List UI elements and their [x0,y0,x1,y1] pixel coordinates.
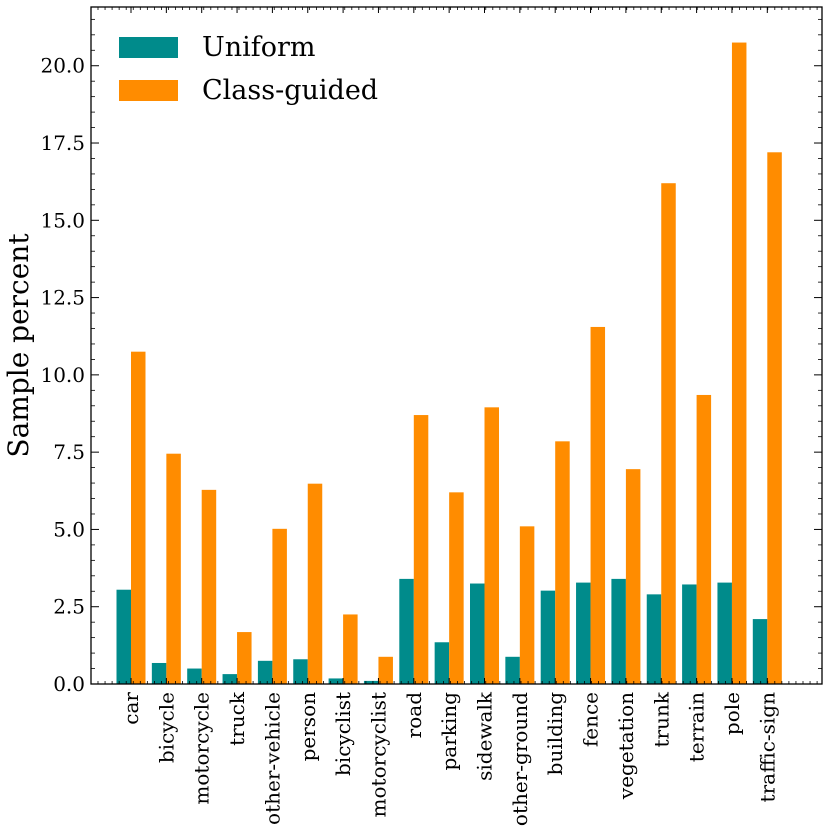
bar-uniform-traffic-sign [752,619,768,684]
bar-uniform-motorcyclist [363,680,379,684]
y-tick-label: 17.5 [40,131,85,155]
x-tick-label-building: building [543,692,567,776]
bar-class-guided-parking [449,492,464,684]
bar-class-guided-bicycle [166,453,181,684]
x-tick-label-motorcycle: motorcycle [190,692,214,805]
bar-class-guided-building [555,441,570,684]
bar-class-guided-road [413,415,429,684]
bar-uniform-sidewalk [470,583,485,684]
bar-uniform-person [293,659,308,684]
bar-class-guided-car [131,351,146,684]
legend-swatch-uniform [119,37,178,58]
x-tick-label-person: person [296,692,320,762]
legend-swatch-class-guided [119,80,178,101]
y-tick-label: 12.5 [40,286,85,310]
bar-uniform-trunk [646,594,662,684]
legend: Uniform Class-guided [119,32,378,106]
y-tick-label: 20.0 [40,54,85,78]
bar-uniform-vegetation [611,578,626,684]
bar-uniform-other-vehicle [257,660,273,684]
bar-class-guided-other-ground [519,526,535,684]
x-tick-label-vegetation: vegetation [614,692,638,800]
bar-uniform-other-ground [505,656,520,684]
x-tick-label-sidewalk: sidewalk [473,691,497,781]
bar-class-guided-other-vehicle [272,528,287,684]
bar-class-guided-motorcycle [201,489,217,684]
x-tick-label-car: car [119,692,143,725]
y-tick-label: 0.0 [53,672,85,696]
y-tick-label: 5.0 [53,517,85,541]
bar-uniform-motorcycle [187,668,202,684]
bar-class-guided-terrain [696,394,712,684]
bar-class-guided-pole [731,42,747,685]
x-tick-label-other-vehicle: other-vehicle [260,692,284,825]
x-tick-label-bicyclist: bicyclist [331,692,355,776]
bar-uniform-building [540,590,556,684]
x-tick-label-bicycle: bicycle [154,692,178,763]
legend-label-class-guided: Class-guided [202,75,378,106]
x-tick-label-motorcyclist: motorcyclist [366,692,390,817]
y-axis-label: Sample percent [2,233,35,458]
x-tick-label-other-ground: other-ground [508,692,532,826]
bar-uniform-pole [717,582,732,684]
plot-frame [90,6,823,685]
y-tick-label: 7.5 [53,440,85,464]
bar-uniform-truck [222,674,238,684]
y-tick-label: 15.0 [40,208,85,232]
y-tick-label: 2.5 [53,595,85,619]
x-tick-label-road: road [402,692,426,739]
x-tick-label-terrain: terrain [685,692,709,762]
bar-uniform-fence [576,582,591,684]
x-tick-label-truck: truck [225,691,249,746]
bar-class-guided-bicyclist [343,614,358,684]
bars-layer [116,42,782,685]
bar-uniform-road [399,578,414,684]
bar-class-guided-motorcyclist [378,656,393,684]
x-tick-label-fence: fence [579,692,603,747]
bar-uniform-terrain [682,584,697,684]
bar-class-guided-fence [590,326,606,684]
x-tick-label-pole: pole [720,692,744,735]
bar-class-guided-sidewalk [484,407,499,684]
bar-uniform-bicycle [151,662,167,684]
bar-class-guided-vegetation [625,469,641,684]
bar-uniform-car [116,589,131,684]
x-tick-label-trunk: trunk [649,691,673,747]
x-tick-label-parking: parking [437,692,461,771]
bar-class-guided-traffic-sign [767,152,782,685]
bar-class-guided-trunk [661,183,676,684]
bar-uniform-bicyclist [328,678,344,684]
y-tick-label: 10.0 [40,363,85,387]
y-axis: 0.0 2.5 5.0 7.5 10.0 12.5 15.0 17.5 20.0 [40,18,822,696]
bar-uniform-parking [434,642,450,684]
legend-label-uniform: Uniform [202,32,316,63]
x-tick-label-traffic-sign: traffic-sign [755,692,779,803]
x-axis: car bicycle motorcycle truck other-vehicle pe… [97,7,818,826]
bar-class-guided-truck [237,632,252,684]
bar-class-guided-person [307,483,323,684]
